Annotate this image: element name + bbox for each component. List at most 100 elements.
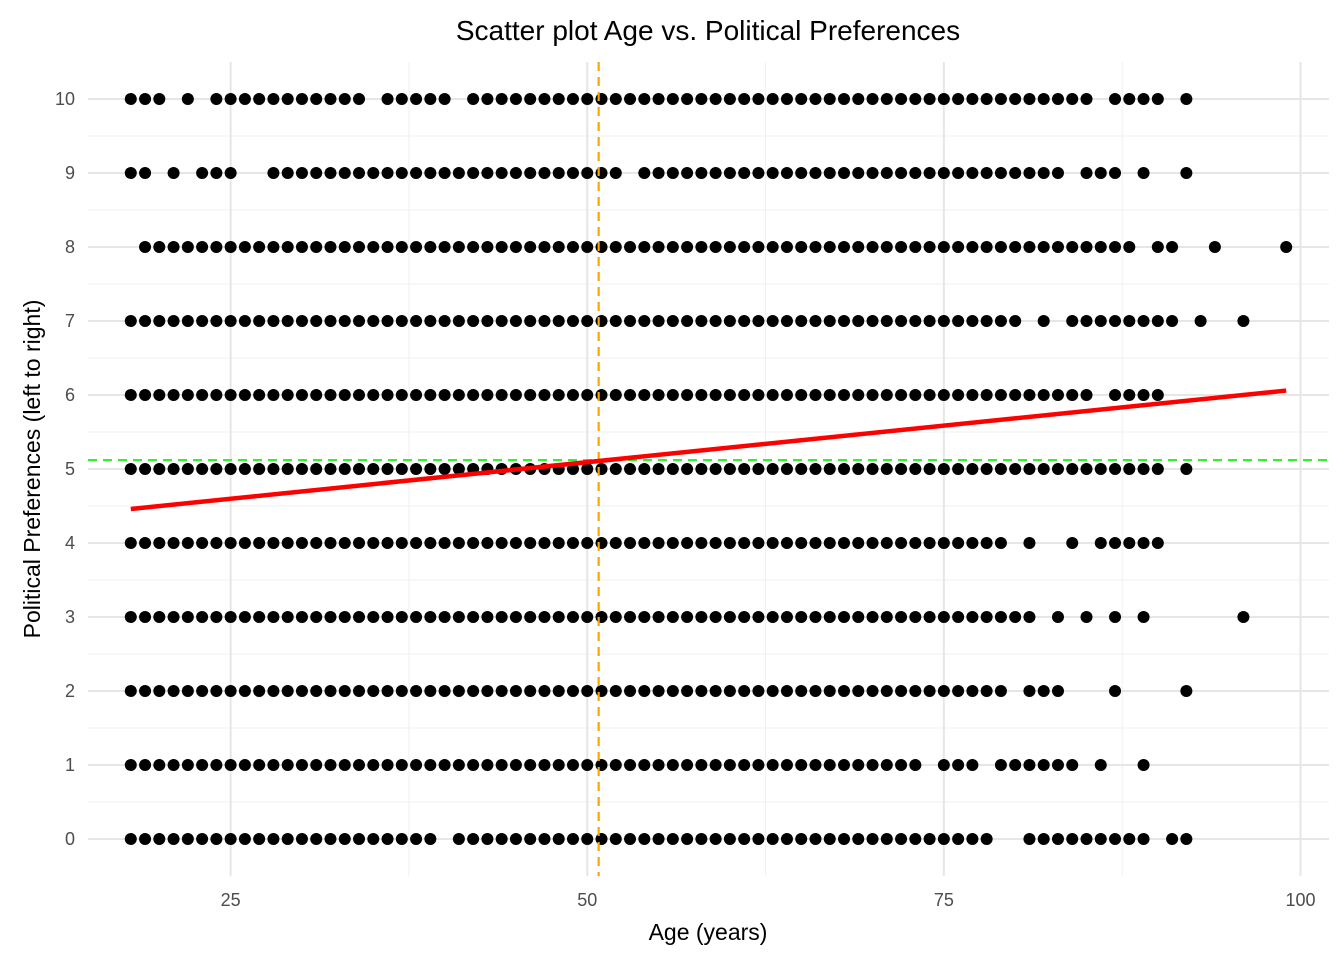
data-point xyxy=(581,241,594,253)
data-point xyxy=(952,463,965,475)
data-point xyxy=(253,759,266,771)
data-point xyxy=(452,537,465,549)
data-point xyxy=(695,389,708,401)
data-point xyxy=(552,241,565,253)
data-point xyxy=(895,611,908,623)
data-point xyxy=(666,315,679,327)
data-point xyxy=(281,611,294,623)
data-point xyxy=(438,167,451,179)
data-point xyxy=(880,685,893,697)
data-point xyxy=(752,315,765,327)
data-point xyxy=(295,463,308,475)
data-point xyxy=(1151,463,1164,475)
data-point xyxy=(552,167,565,179)
data-point xyxy=(210,167,223,179)
data-point xyxy=(196,685,209,697)
data-point xyxy=(181,685,194,697)
data-point xyxy=(681,93,694,105)
data-point xyxy=(937,833,950,845)
data-point xyxy=(552,611,565,623)
data-point xyxy=(566,315,579,327)
data-point xyxy=(966,241,979,253)
data-point xyxy=(980,389,993,401)
data-point xyxy=(524,389,537,401)
data-point xyxy=(923,833,936,845)
data-point xyxy=(923,537,936,549)
data-point xyxy=(1080,463,1093,475)
y-tick-label: 10 xyxy=(55,89,75,109)
data-point xyxy=(552,833,565,845)
data-point xyxy=(766,93,779,105)
data-point xyxy=(909,833,922,845)
data-point xyxy=(124,167,137,179)
data-point xyxy=(1023,833,1036,845)
data-point xyxy=(310,93,323,105)
data-point xyxy=(124,537,137,549)
data-point xyxy=(852,611,865,623)
data-point xyxy=(1051,167,1064,179)
data-point xyxy=(481,833,494,845)
data-point xyxy=(224,463,237,475)
data-point xyxy=(438,389,451,401)
data-point xyxy=(467,93,480,105)
data-point xyxy=(895,537,908,549)
data-point xyxy=(752,537,765,549)
data-point xyxy=(267,759,280,771)
data-point xyxy=(638,537,651,549)
data-point xyxy=(438,537,451,549)
data-point xyxy=(381,167,394,179)
data-point xyxy=(937,463,950,475)
data-point xyxy=(866,611,879,623)
x-tick-label: 75 xyxy=(934,890,954,910)
data-point xyxy=(139,833,152,845)
data-point xyxy=(410,389,423,401)
data-point xyxy=(823,463,836,475)
data-point xyxy=(809,167,822,179)
data-point xyxy=(1151,537,1164,549)
data-point xyxy=(238,463,251,475)
data-point xyxy=(1037,389,1050,401)
data-point xyxy=(338,759,351,771)
data-point xyxy=(395,537,408,549)
data-point xyxy=(838,833,851,845)
data-point xyxy=(395,759,408,771)
data-point xyxy=(210,389,223,401)
data-point xyxy=(324,463,337,475)
y-tick-label: 4 xyxy=(65,533,75,553)
data-point xyxy=(538,167,551,179)
data-point xyxy=(552,315,565,327)
data-point xyxy=(652,241,665,253)
data-point xyxy=(795,833,808,845)
data-point xyxy=(509,685,522,697)
data-point xyxy=(1109,315,1122,327)
data-point xyxy=(281,167,294,179)
data-point xyxy=(452,759,465,771)
data-point xyxy=(196,759,209,771)
data-point xyxy=(909,315,922,327)
data-points xyxy=(124,93,1293,845)
data-point xyxy=(709,167,722,179)
data-point xyxy=(1137,463,1150,475)
data-point xyxy=(666,93,679,105)
data-point xyxy=(196,537,209,549)
data-point xyxy=(780,389,793,401)
data-point xyxy=(980,315,993,327)
data-point xyxy=(823,93,836,105)
data-point xyxy=(1094,167,1107,179)
data-point xyxy=(581,685,594,697)
data-point xyxy=(524,759,537,771)
data-point xyxy=(638,833,651,845)
data-point xyxy=(595,389,608,401)
data-point xyxy=(994,463,1007,475)
data-point xyxy=(780,611,793,623)
data-point xyxy=(966,685,979,697)
data-point xyxy=(424,315,437,327)
data-point xyxy=(1237,315,1250,327)
data-point xyxy=(752,685,765,697)
data-point xyxy=(923,611,936,623)
data-point xyxy=(1180,167,1193,179)
data-point xyxy=(224,315,237,327)
data-point xyxy=(638,241,651,253)
data-point xyxy=(852,759,865,771)
data-point xyxy=(224,611,237,623)
